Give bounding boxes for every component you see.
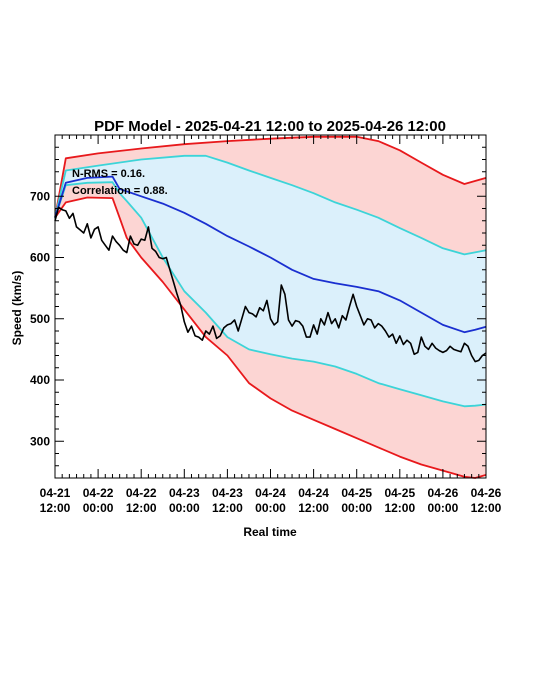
x-tick-label-time: 00:00 [255,501,286,515]
x-tick-label-time: 12:00 [40,501,71,515]
x-tick-label-date: 04-24 [255,486,286,500]
chart-title: PDF Model - 2025-04-21 12:00 to 2025-04-… [94,118,446,135]
x-tick-label-time: 00:00 [83,501,114,515]
x-axis-label: Real time [243,525,297,539]
inner-lower-line [54,181,487,408]
x-tick-label-date: 04-26 [428,486,459,500]
x-tick-label-time: 12:00 [384,501,415,515]
observed-line [54,206,487,363]
outer-lower-line [54,196,487,479]
y-tick-label: 700 [30,189,50,203]
x-tick-label-date: 04-24 [298,486,329,500]
x-tick-label-date: 04-25 [341,486,372,500]
x-tick-label-date: 04-26 [471,486,502,500]
x-tick-label-time: 12:00 [126,501,157,515]
x-tick-label-time: 12:00 [212,501,243,515]
x-tick-label-date: 04-25 [384,486,415,500]
y-tick-label: 600 [30,251,50,265]
nrms-annotation: N-RMS = 0.16. [72,168,145,180]
x-tick-label-date: 04-23 [212,486,243,500]
x-tick-label-time: 12:00 [471,501,502,515]
x-tick-label-time: 12:00 [298,501,329,515]
x-tick-label-date: 04-21 [40,486,71,500]
median-line [54,175,487,334]
x-tick-label-date: 04-23 [169,486,200,500]
x-tick-label-time: 00:00 [341,501,372,515]
y-tick-label: 400 [30,373,50,387]
y-tick-label: 300 [30,434,50,448]
y-tick-label: 500 [30,312,50,326]
inner-upper-line [54,154,487,256]
y-axis-label: Speed (km/s) [10,271,24,346]
tick-labels: 30040050060070004-2112:0004-2200:0004-22… [30,189,502,515]
correlation-annotation: Correlation = 0.88. [72,185,168,197]
x-tick-label-time: 00:00 [169,501,200,515]
x-tick-label-time: 00:00 [428,501,459,515]
x-tick-label-date: 04-22 [126,486,157,500]
axis-ticks [54,134,487,479]
x-tick-label-date: 04-22 [83,486,114,500]
